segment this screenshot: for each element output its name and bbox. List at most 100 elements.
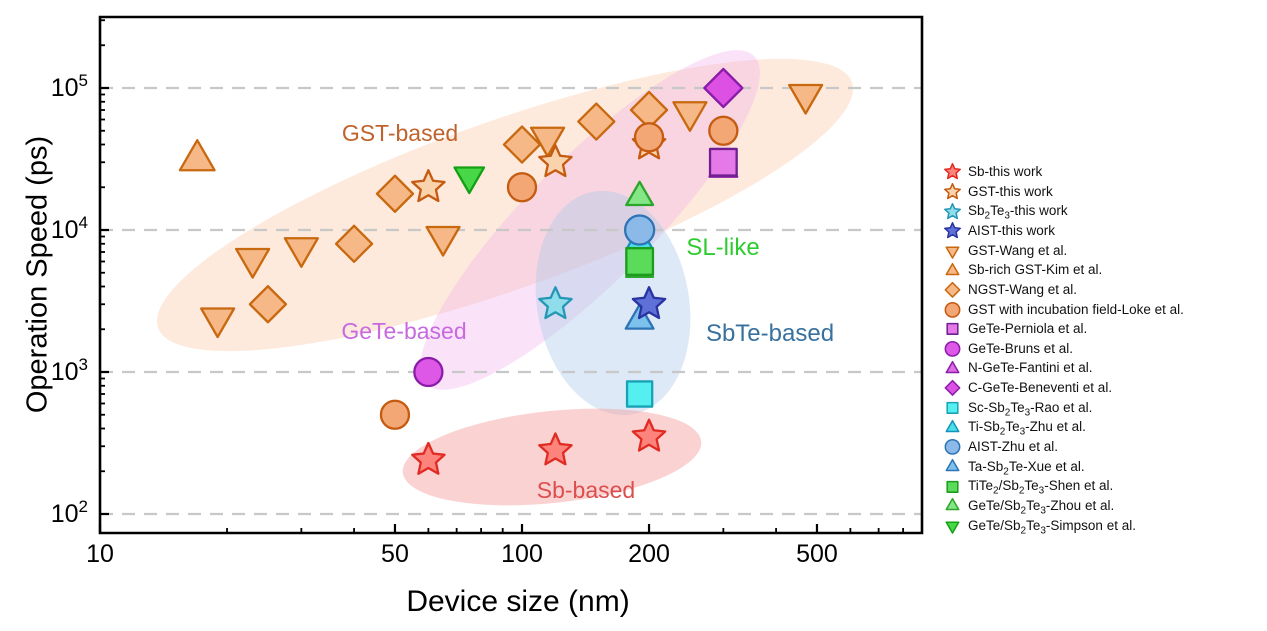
marker-triangle-down-gst-wang-et-al-: [235, 247, 271, 279]
legend-circle-icon: [944, 341, 961, 357]
legend-square-icon: [946, 480, 959, 493]
marker-star-aist-this-work: [631, 286, 667, 320]
legend-item-label: GST-this work: [968, 183, 1053, 199]
marker-star-sb-this-work: [538, 432, 573, 466]
legend-square-icon: [946, 401, 959, 414]
marker-circle-gete-bruns-et-al-: [413, 356, 444, 388]
legend-circle-icon: [944, 301, 961, 318]
marker-triangle-down-gst-wang-et-al-: [788, 83, 824, 115]
legend-item-label: Sc-Sb2Te3-Rao et al.: [968, 399, 1093, 419]
y-tick-label: 104: [51, 213, 88, 244]
marker-diamond-ngst-wang-et-al-: [334, 224, 374, 263]
legend-item: Sb2Te3-this work: [944, 201, 1264, 223]
region-gst-based: [156, 58, 854, 352]
marker-star-gst-this-work: [538, 144, 573, 178]
legend-item-label: Sb2Te3-this work: [968, 203, 1068, 223]
legend-item: GeTe-Perniola et al.: [944, 319, 1264, 339]
region-label: GST-based: [342, 120, 458, 146]
x-tick-label: 10: [86, 540, 114, 568]
marker-star-gst-this-work: [411, 169, 446, 203]
marker-diamond-ngst-wang-et-al-: [248, 285, 288, 324]
x-tick-label: 200: [628, 540, 670, 568]
marker-star-sb-this-work: [631, 418, 667, 452]
legend-star-icon: [944, 182, 961, 200]
marker-triangle-down-gst-wang-et-al-: [530, 126, 566, 158]
marker-triangle-down-gst-wang-et-al-: [200, 307, 236, 339]
region-gete-based: [420, 50, 760, 390]
marker-star-sb-this-work: [411, 441, 446, 475]
marker-star-sb2te3-this-work: [538, 286, 573, 320]
legend-triangle-up-icon: [945, 498, 960, 511]
marker-triangle-down-gst-wang-et-al-: [283, 237, 319, 268]
marker-square-sc-sb2te3-rao-et-al-: [625, 380, 654, 408]
legend-diamond-icon: [944, 380, 961, 397]
legend-item: GST with incubation field-Loke et al.: [944, 299, 1264, 319]
legend-item-label: GeTe/Sb2Te3-Zhou et al.: [968, 497, 1115, 517]
legend-item: Sb-rich GST-Kim et al.: [944, 260, 1264, 280]
legend-item: GeTe/Sb2Te3-Zhou et al.: [944, 496, 1264, 516]
marker-triangle-up-sb-rich-gst-kim-et-al-: [178, 139, 216, 172]
legend-item-label: TiTe2/Sb2Te3-Shen et al.: [968, 478, 1114, 497]
marker-square-gete-perniola-et-al-: [708, 147, 738, 177]
legend-item: Ti-Sb2Te3-Zhu et al.: [944, 417, 1264, 439]
x-tick-label: 500: [796, 540, 838, 568]
marker-triangle-up-gete-sb2te3-zhou-et-al-: [625, 180, 655, 207]
y-axis-title: Operation Speed (ps): [21, 135, 54, 414]
legend-item: Sb-this work: [944, 162, 1264, 182]
marker-circle-gst-with-incubation-field-loke-et-al-: [633, 122, 665, 153]
legend-item: NGST-Wang et al.: [944, 280, 1264, 300]
legend-item: Ta-Sb2Te-Xue et al.: [944, 457, 1264, 477]
legend-triangle-up-icon: [945, 360, 960, 373]
legend-triangle-down-icon: [945, 246, 960, 259]
marker-diamond-c-gete-beneventi-et-al-: [703, 67, 744, 109]
legend-item-label: Sb-this work: [968, 164, 1043, 180]
x-tick-label: 50: [381, 540, 409, 568]
legend-item-label: Ta-Sb2Te-Xue et al.: [968, 458, 1085, 478]
legend-triangle-up-icon: [945, 458, 960, 472]
marker-diamond-ngst-wang-et-al-: [577, 102, 616, 141]
marker-triangle-down-gete-sb2te3-simpson-et-al-: [453, 166, 486, 195]
marker-diamond-ngst-wang-et-al-: [502, 125, 542, 164]
legend-triangle-down-icon: [945, 521, 960, 534]
legend-item: GST-Wang et al.: [944, 241, 1264, 261]
legend-diamond-icon: [944, 282, 961, 298]
legend-item: AIST-Zhu et al.: [944, 437, 1264, 457]
legend-item: AIST-this work: [944, 221, 1264, 241]
legend-item-label: AIST-this work: [968, 222, 1056, 238]
marker-diamond-ngst-wang-et-al-: [375, 174, 415, 213]
legend-item: GST-this work: [944, 182, 1264, 202]
legend-item: GeTe-Bruns et al.: [944, 339, 1264, 359]
region-label: SbTe-based: [706, 320, 834, 347]
chart-legend: Sb-this work GST-this work Sb2Te3-this wor…: [944, 162, 1264, 536]
legend-item: C-GeTe-Beneventi et al.: [944, 378, 1264, 398]
annotation-label: SL-like: [686, 234, 759, 261]
legend-item-label: AIST-Zhu et al.: [968, 439, 1059, 455]
legend-item-label: GST-Wang et al.: [968, 242, 1068, 258]
legend-item-label: Sb-rich GST-Kim et al.: [968, 262, 1103, 278]
marker-triangle-down-gst-wang-et-al-: [425, 225, 461, 257]
legend-star-icon: [944, 202, 961, 219]
legend-triangle-up-icon: [945, 419, 960, 432]
region-label: Sb-based: [537, 477, 635, 503]
legend-item: TiTe2/Sb2Te3-Shen et al.: [944, 476, 1264, 497]
legend-item-label: GeTe-Bruns et al.: [968, 340, 1074, 356]
legend-item-label: C-GeTe-Beneventi et al.: [968, 380, 1113, 396]
marker-triangle-down-gst-wang-et-al-: [672, 101, 708, 132]
legend-item-label: Ti-Sb2Te3-Zhu et al.: [968, 419, 1086, 439]
legend-item-label: GeTe/Sb2Te3-Simpson et al.: [968, 517, 1136, 537]
legend-item: GeTe/Sb2Te3-Simpson et al.: [944, 516, 1264, 536]
axes-box: [98, 15, 924, 535]
legend-triangle-up-icon: [945, 262, 960, 275]
y-tick-label: 102: [51, 497, 88, 528]
marker-square-tite2-sb2te3-shen-et-al-: [625, 247, 655, 276]
region-label: GeTe-based: [341, 318, 466, 344]
legend-circle-icon: [944, 439, 961, 456]
scatter-plot: GST-based GeTe-based SbTe-based Sb-based SL-…: [51, 15, 924, 568]
y-tick-label: 103: [51, 355, 88, 386]
marker-circle-gst-with-incubation-field-loke-et-al-: [506, 172, 538, 203]
marker-circle-gst-with-incubation-field-loke-et-al-: [379, 399, 411, 430]
x-axis-title: Device size (nm): [406, 585, 630, 618]
legend-item-label: NGST-Wang et al.: [968, 281, 1078, 297]
x-tick-label: 100: [501, 540, 543, 568]
